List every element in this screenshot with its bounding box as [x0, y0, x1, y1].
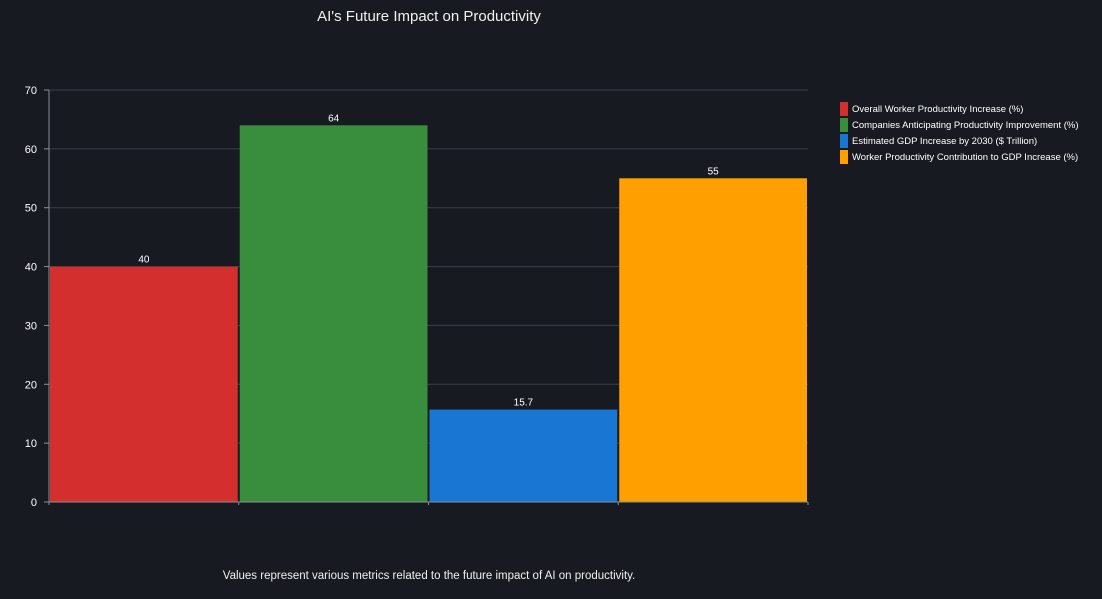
axes: 0 10 20 30 40 50 60 70	[25, 85, 809, 509]
legend-swatch	[840, 150, 848, 164]
legend-swatch	[840, 102, 848, 116]
legend-swatch	[840, 118, 848, 132]
y-tick-label: 50	[25, 203, 37, 215]
legend-item[interactable]: Companies Anticipating Productivity Impr…	[840, 117, 1100, 133]
y-tick-label: 20	[25, 379, 37, 391]
bars	[50, 125, 807, 503]
bar-value-label: 40	[138, 255, 150, 266]
legend-label: Estimated GDP Increase by 2030 ($ Trilli…	[852, 135, 1038, 147]
bar-3	[429, 409, 618, 502]
bar-2	[239, 125, 428, 503]
y-tick-label: 40	[25, 262, 37, 274]
legend-item[interactable]: Worker Productivity Contribution to GDP …	[840, 149, 1100, 165]
y-tick-label: 10	[25, 438, 37, 450]
y-tick-label: 0	[31, 497, 37, 509]
y-tick-label: 60	[25, 144, 37, 156]
chart-legend: Overall Worker Productivity Increase (%)…	[840, 101, 1100, 165]
legend-label: Companies Anticipating Productivity Impr…	[852, 119, 1079, 131]
bar-1	[50, 266, 238, 502]
bar-4	[619, 178, 807, 503]
legend-label: Worker Productivity Contribution to GDP …	[852, 151, 1079, 163]
y-tick-label: 30	[25, 320, 37, 332]
bar-value-label: 15.7	[514, 398, 534, 409]
chart-footnote: Values represent various metrics related…	[222, 570, 636, 582]
bar-value-label: 64	[328, 113, 340, 124]
chart-title: AI's Future Impact on Productivity	[317, 8, 541, 25]
legend-item[interactable]: Estimated GDP Increase by 2030 ($ Trilli…	[840, 133, 1100, 149]
legend-label: Overall Worker Productivity Increase (%)	[852, 103, 1024, 115]
data-labels: 40 64 15.7 55	[138, 113, 719, 408]
bar-value-label: 55	[708, 166, 720, 177]
y-tick-label: 70	[25, 85, 37, 97]
legend-swatch	[840, 134, 848, 148]
legend-item[interactable]: Overall Worker Productivity Increase (%)	[840, 101, 1100, 117]
